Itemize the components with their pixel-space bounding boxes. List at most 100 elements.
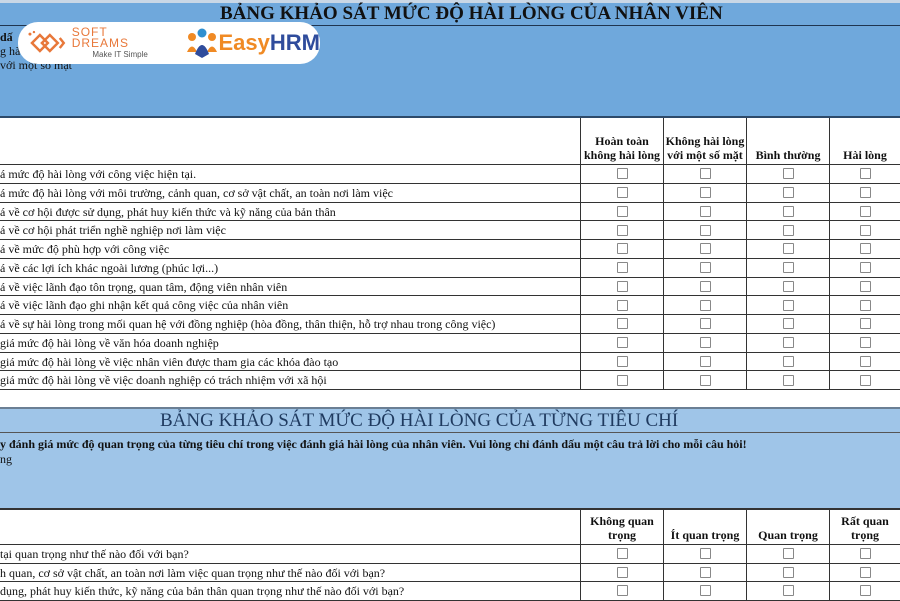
answer-cell <box>663 183 746 202</box>
answer-checkbox[interactable] <box>782 187 794 199</box>
answer-checkbox[interactable] <box>859 585 871 597</box>
column-header: Không hài lòng với một số mặt <box>663 118 746 164</box>
answer-cell <box>663 545 746 563</box>
answer-checkbox[interactable] <box>782 355 794 367</box>
answer-cell <box>580 221 663 239</box>
answer-checkbox[interactable] <box>782 299 794 311</box>
answer-checkbox[interactable] <box>782 566 794 578</box>
answer-cell <box>746 563 829 581</box>
answer-checkbox[interactable] <box>699 585 711 597</box>
answer-checkbox[interactable] <box>859 374 871 386</box>
answer-checkbox[interactable] <box>616 168 628 180</box>
answer-cell <box>829 563 900 581</box>
answer-cell <box>663 240 746 258</box>
table-row: á về việc lãnh đạo tôn trọng, quan tâm, … <box>0 277 900 297</box>
answer-cell <box>829 240 900 258</box>
answer-checkbox[interactable] <box>859 566 871 578</box>
question-text: giá mức độ hài lòng về việc nhân viên đư… <box>0 354 339 369</box>
table-row: giá mức độ hài lòng về việc doanh nghiệp… <box>0 371 900 390</box>
brand-logo-banner: SOFT DREAMS Make IT Simple Easy HRM <box>18 22 320 64</box>
answer-checkbox[interactable] <box>859 280 871 292</box>
answer-checkbox[interactable] <box>859 299 871 311</box>
column-header: Bình thường <box>746 118 829 164</box>
answer-cell <box>580 315 663 333</box>
answer-checkbox[interactable] <box>782 337 794 349</box>
answer-checkbox[interactable] <box>699 337 711 349</box>
top-strip <box>0 0 900 3</box>
answer-checkbox[interactable] <box>782 168 794 180</box>
answer-checkbox[interactable] <box>699 187 711 199</box>
answer-cell <box>580 352 663 371</box>
info-line: y đánh giá mức độ quan trọng của từng ti… <box>0 437 747 451</box>
answer-checkbox[interactable] <box>699 243 711 255</box>
answer-checkbox[interactable] <box>616 243 628 255</box>
answer-checkbox[interactable] <box>616 299 628 311</box>
answer-checkbox[interactable] <box>782 318 794 330</box>
answer-checkbox[interactable] <box>616 280 628 292</box>
answer-checkbox[interactable] <box>859 548 871 560</box>
answer-checkbox[interactable] <box>699 280 711 292</box>
answer-cell <box>829 202 900 221</box>
answer-checkbox[interactable] <box>699 318 711 330</box>
answer-checkbox[interactable] <box>859 318 871 330</box>
answer-checkbox[interactable] <box>782 585 794 597</box>
answer-checkbox[interactable] <box>699 262 711 274</box>
answer-checkbox[interactable] <box>859 168 871 180</box>
answer-checkbox[interactable] <box>782 205 794 217</box>
answer-checkbox[interactable] <box>782 262 794 274</box>
answer-cell <box>746 296 829 314</box>
answer-checkbox[interactable] <box>616 262 628 274</box>
answer-cell <box>829 315 900 333</box>
answer-cell <box>580 563 663 581</box>
answer-cell <box>746 221 829 239</box>
answer-checkbox[interactable] <box>699 355 711 367</box>
answer-checkbox[interactable] <box>782 243 794 255</box>
table-row: á về các lợi ích khác ngoài lương (phúc … <box>0 258 900 278</box>
answer-checkbox[interactable] <box>616 585 628 597</box>
answer-checkbox[interactable] <box>699 224 711 236</box>
answer-checkbox[interactable] <box>616 374 628 386</box>
table-row: giá mức độ hài lòng về việc nhân viên đư… <box>0 352 900 372</box>
answer-checkbox[interactable] <box>782 280 794 292</box>
answer-checkbox[interactable] <box>699 168 711 180</box>
answer-checkbox[interactable] <box>616 337 628 349</box>
answer-checkbox[interactable] <box>782 548 794 560</box>
answer-checkbox[interactable] <box>699 566 711 578</box>
answer-checkbox[interactable] <box>699 548 711 560</box>
answer-cell <box>663 582 746 600</box>
answer-checkbox[interactable] <box>616 318 628 330</box>
answer-checkbox[interactable] <box>699 374 711 386</box>
easyhrm-logo: Easy HRM <box>185 28 320 58</box>
answer-checkbox[interactable] <box>616 548 628 560</box>
answer-checkbox[interactable] <box>859 355 871 367</box>
answer-checkbox[interactable] <box>859 205 871 217</box>
section1-table-header: Hoàn toàn không hài lòng Không hài lòng v… <box>0 118 900 165</box>
answer-checkbox[interactable] <box>859 187 871 199</box>
answer-checkbox[interactable] <box>616 566 628 578</box>
answer-cell <box>829 371 900 389</box>
answer-cell <box>829 183 900 202</box>
answer-cell <box>663 315 746 333</box>
question-text: tại quan trọng như thế nào đối với bạn? <box>0 547 189 561</box>
answer-checkbox[interactable] <box>859 224 871 236</box>
answer-checkbox[interactable] <box>616 224 628 236</box>
answer-checkbox[interactable] <box>782 224 794 236</box>
answer-checkbox[interactable] <box>699 299 711 311</box>
easyhrm-people-icon <box>186 28 217 58</box>
answer-checkbox[interactable] <box>699 205 711 217</box>
answer-checkbox[interactable] <box>616 205 628 217</box>
answer-cell <box>829 258 900 277</box>
answer-cell <box>663 202 746 221</box>
answer-cell <box>663 277 746 296</box>
softdreams-name: SOFT DREAMS <box>71 24 130 50</box>
answer-cell <box>829 333 900 352</box>
answer-cell <box>829 165 900 183</box>
answer-checkbox[interactable] <box>616 187 628 199</box>
answer-checkbox[interactable] <box>782 374 794 386</box>
answer-checkbox[interactable] <box>859 262 871 274</box>
answer-checkbox[interactable] <box>859 243 871 255</box>
answer-checkbox[interactable] <box>859 337 871 349</box>
answer-cell <box>580 582 663 600</box>
answer-checkbox[interactable] <box>616 355 628 367</box>
answer-cell <box>829 352 900 371</box>
